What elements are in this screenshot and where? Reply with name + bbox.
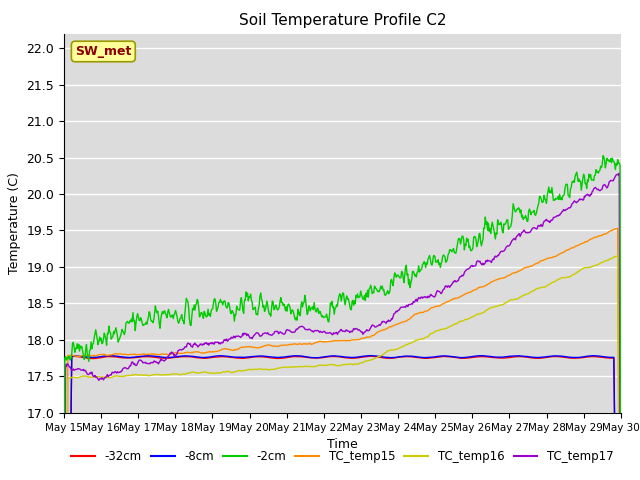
Title: Soil Temperature Profile C2: Soil Temperature Profile C2 bbox=[239, 13, 446, 28]
Y-axis label: Temperature (C): Temperature (C) bbox=[8, 172, 21, 274]
X-axis label: Time: Time bbox=[327, 438, 358, 451]
Text: SW_met: SW_met bbox=[75, 45, 131, 58]
Legend: -32cm, -8cm, -2cm, TC_temp15, TC_temp16, TC_temp17: -32cm, -8cm, -2cm, TC_temp15, TC_temp16,… bbox=[67, 445, 618, 468]
